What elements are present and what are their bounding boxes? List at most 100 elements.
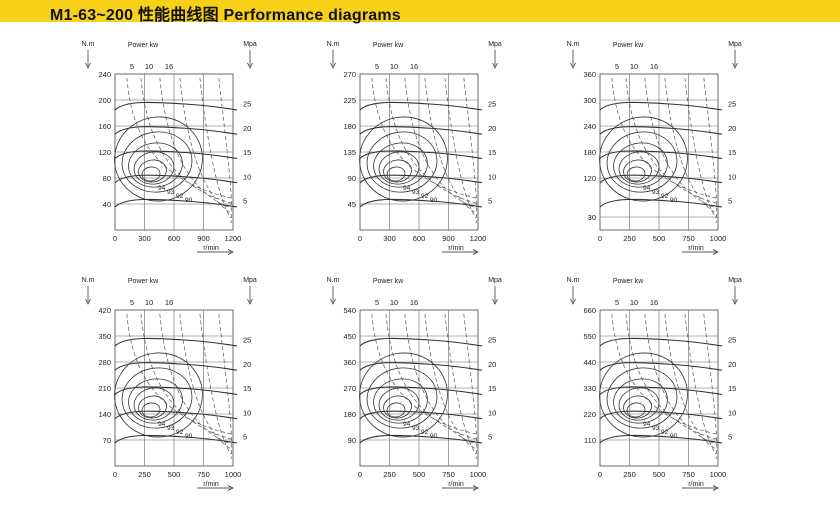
power-curve (159, 77, 232, 209)
speed-arrow-head (227, 485, 234, 491)
pressure-curve (114, 337, 238, 347)
power-label: 16 (165, 62, 173, 71)
pressure-curve (599, 410, 723, 420)
power-curve (463, 77, 478, 224)
pressure-axis-label: Mpa (488, 41, 502, 48)
pressure-tick-label: 20 (728, 124, 736, 133)
power-curve (424, 313, 477, 450)
torque-arrow-head (85, 62, 91, 69)
efficiency-contour (373, 142, 428, 188)
efficiency-contour (366, 367, 438, 429)
pressure-curve (114, 126, 238, 135)
pressure-tick-label: 25 (488, 100, 496, 109)
efficiency-contour (133, 387, 175, 421)
efficiency-contour (141, 402, 161, 418)
efficiency-label: 92 (661, 193, 669, 200)
power-curve (444, 313, 477, 455)
pressure-tick-label: 15 (243, 148, 251, 157)
pressure-curve (359, 126, 483, 135)
power-curve (140, 313, 232, 440)
efficiency-label: 92 (421, 193, 429, 200)
pressure-tick-label: 5 (488, 197, 492, 206)
pressure-tick-label: 25 (243, 100, 251, 109)
y-tick-label: 220 (583, 410, 596, 419)
power-curve (218, 313, 233, 460)
pressure-arrow-head (492, 298, 498, 305)
power-curve (140, 77, 232, 204)
power-label: 16 (650, 298, 658, 307)
power-label: 10 (145, 62, 153, 71)
x-tick-label: 1000 (710, 470, 727, 479)
y-tick-label: 440 (583, 358, 596, 367)
y-tick-label: 360 (343, 358, 356, 367)
efficiency-contour (626, 402, 646, 418)
performance-chart-4: 0 250 500 750 1000 70 140 210 280 350 420 N.m Power … (82, 277, 257, 491)
pressure-axis-label: Mpa (243, 277, 257, 284)
x-tick-label: 1000 (470, 470, 487, 479)
y-tick-label: 160 (98, 122, 111, 131)
efficiency-contour (623, 395, 652, 419)
x-tick-label: 900 (197, 234, 210, 243)
x-tick-label: 600 (168, 234, 181, 243)
efficiency-label: 93 (167, 189, 175, 196)
pressure-tick-label: 25 (243, 336, 251, 345)
y-tick-label: 180 (583, 148, 596, 157)
efficiency-label: 93 (167, 425, 175, 432)
pressure-tick-label: 20 (243, 360, 251, 369)
y-tick-label: 450 (343, 332, 356, 341)
efficiency-contour (133, 151, 175, 185)
y-tick-label: 280 (98, 358, 111, 367)
pressure-curve (359, 337, 483, 347)
efficiency-label: 90 (670, 433, 678, 440)
power-curve (371, 77, 477, 199)
pressure-curve (114, 362, 238, 371)
efficiency-contour (373, 378, 428, 424)
power-axis-label: Power kw (613, 278, 644, 285)
power-curve (664, 77, 717, 214)
power-label: 10 (630, 298, 638, 307)
y-tick-label: 240 (98, 70, 111, 79)
y-tick-label: 30 (588, 213, 596, 222)
pressure-tick-label: 20 (488, 124, 496, 133)
power-curve (644, 77, 717, 209)
y-tick-label: 120 (98, 148, 111, 157)
x-tick-label: 1000 (225, 470, 242, 479)
power-curve (611, 77, 717, 199)
power-curve (126, 313, 232, 435)
pressure-tick-label: 5 (243, 197, 247, 206)
y-tick-label: 550 (583, 332, 596, 341)
power-label: 16 (165, 298, 173, 307)
pressure-curve (359, 410, 483, 420)
torque-arrow-head (570, 298, 576, 305)
pressure-arrow-head (732, 298, 738, 305)
pressure-curve (114, 410, 238, 420)
efficiency-contour (618, 387, 660, 421)
efficiency-label: 90 (430, 197, 438, 204)
efficiency-contour (121, 131, 193, 193)
efficiency-label: 94 (643, 421, 651, 428)
efficiency-label: 92 (176, 429, 184, 436)
y-tick-label: 180 (343, 410, 356, 419)
pressure-tick-label: 25 (488, 336, 496, 345)
x-tick-label: 0 (358, 234, 362, 243)
efficiency-contour (366, 131, 438, 193)
efficiency-contour (378, 151, 420, 185)
speed-axis-label: r/min (448, 245, 464, 252)
x-tick-label: 500 (168, 470, 181, 479)
y-tick-label: 180 (343, 122, 356, 131)
pressure-tick-label: 10 (243, 172, 251, 181)
efficiency-contour (613, 378, 668, 424)
y-tick-label: 300 (583, 96, 596, 105)
torque-arrow-head (330, 62, 336, 69)
efficiency-contour (626, 166, 646, 182)
pressure-curve (359, 150, 483, 160)
x-tick-label: 0 (358, 470, 362, 479)
title-bar (0, 0, 840, 22)
pressure-tick-label: 15 (488, 384, 496, 393)
torque-axis-label: N.m (567, 41, 580, 48)
pressure-axis-label: Mpa (728, 41, 742, 48)
power-curve (179, 313, 232, 450)
efficiency-contour (121, 367, 193, 429)
power-curve (703, 77, 718, 224)
power-label: 10 (390, 62, 398, 71)
